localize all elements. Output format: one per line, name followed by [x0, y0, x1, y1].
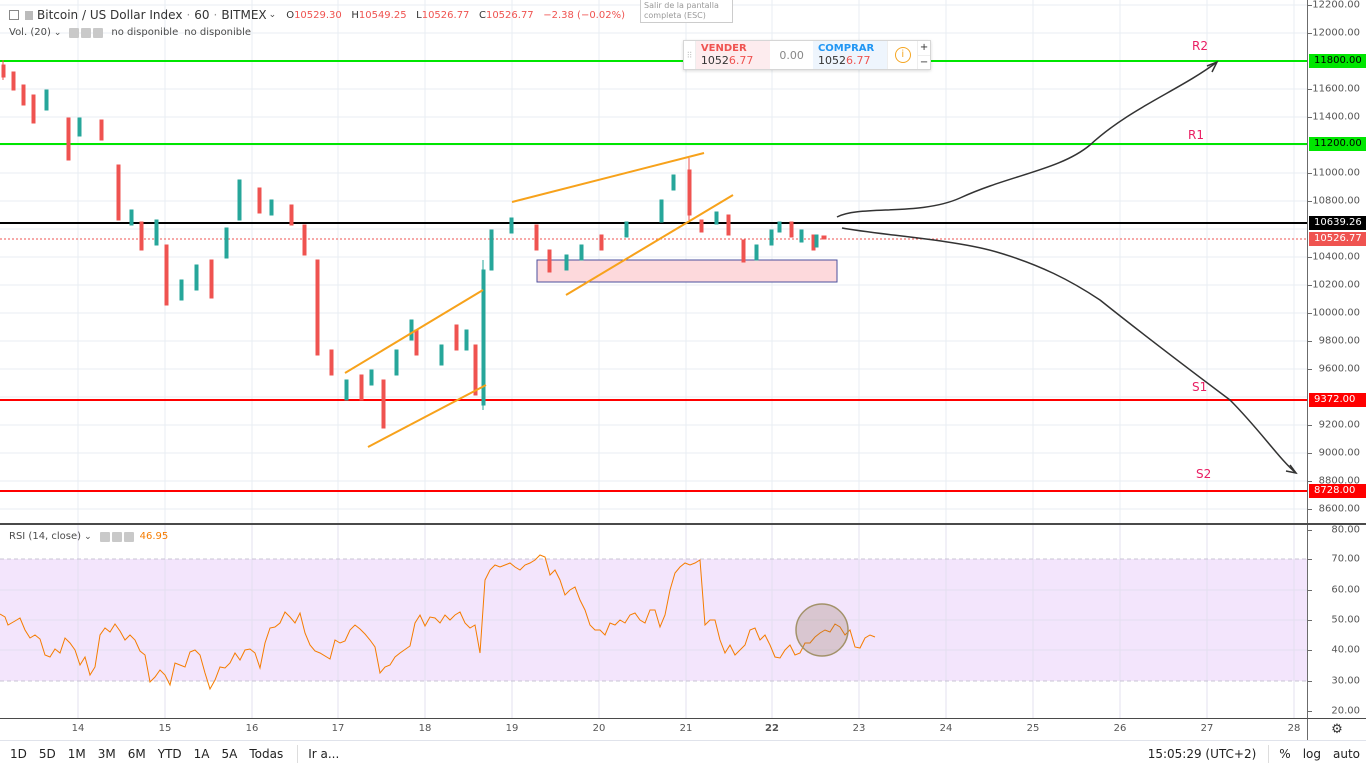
- auto-toggle[interactable]: auto: [1332, 747, 1360, 761]
- range-1d[interactable]: 1D: [10, 747, 27, 761]
- quantity-minus-button[interactable]: −: [919, 56, 929, 68]
- range-3m[interactable]: 3M: [97, 747, 116, 761]
- symbol-legend: Bitcoin / US Dollar Index · 60 · BITMEX …: [9, 8, 625, 22]
- symbol-name[interactable]: Bitcoin / US Dollar Index: [37, 8, 183, 22]
- pivot-price-tag: 10639.26: [1309, 216, 1366, 230]
- settings-icon[interactable]: [81, 27, 92, 38]
- chart-settings-button[interactable]: ⚙: [1307, 718, 1366, 740]
- exchange[interactable]: BITMEX: [221, 8, 267, 22]
- chevron-down-icon[interactable]: ⌄: [84, 531, 92, 542]
- rsi-label[interactable]: RSI (14, close): [9, 531, 82, 542]
- interval[interactable]: 60: [194, 8, 210, 22]
- price-chart-canvas[interactable]: [0, 0, 1307, 523]
- settings-icon[interactable]: [111, 531, 122, 542]
- drag-handle-icon[interactable]: ⠿: [684, 41, 696, 69]
- volume-label[interactable]: Vol. (20): [9, 27, 51, 38]
- clock[interactable]: 15:05:29 (UTC+2): [1147, 747, 1257, 761]
- volume-legend: Vol. (20) ⌄ no disponible no disponible: [9, 27, 252, 38]
- chevron-down-icon[interactable]: ⌄: [268, 10, 277, 20]
- range-1m[interactable]: 1M: [67, 747, 86, 761]
- range-ytd[interactable]: YTD: [157, 747, 182, 761]
- buy-button[interactable]: COMPRAR 10526.77: [812, 41, 888, 69]
- rsi-pane[interactable]: RSI (14, close) ⌄ 46.95: [0, 525, 1307, 718]
- range-all[interactable]: Todas: [249, 747, 284, 761]
- info-icon[interactable]: i: [887, 41, 917, 69]
- sell-button[interactable]: VENDER 10526.77: [695, 41, 771, 69]
- s2-label: S2: [1196, 467, 1212, 481]
- percent-toggle[interactable]: %: [1279, 747, 1291, 761]
- close-icon[interactable]: [123, 531, 134, 542]
- r2-label: R2: [1192, 39, 1208, 53]
- range-5a[interactable]: 5A: [221, 747, 238, 761]
- eye-icon[interactable]: [99, 531, 110, 542]
- support-zone: [536, 259, 838, 283]
- rsi-axis[interactable]: 80.00 70.00 60.00 50.00 40.00 30.00 20.0…: [1307, 525, 1366, 718]
- rsi-value: 46.95: [139, 531, 169, 542]
- highlight-ellipse: [795, 603, 849, 657]
- trade-widget: ⠿ VENDER 10526.77 0.00 COMPRAR 10526.77 …: [683, 40, 931, 70]
- s1-price-tag: 9372.00: [1309, 393, 1366, 407]
- rsi-legend: RSI (14, close) ⌄ 46.95: [9, 531, 168, 542]
- chevron-down-icon[interactable]: ⌄: [53, 27, 62, 38]
- ohlc-values: O10529.30 H10549.25 L10526.77 C10526.77 …: [286, 9, 625, 21]
- projection-arrows: [836, 60, 1298, 475]
- pane-separator[interactable]: [0, 523, 1366, 525]
- collapse-icon[interactable]: [9, 10, 19, 20]
- r1-price-tag: 11200.00: [1309, 137, 1366, 151]
- time-axis[interactable]: 14 15 16 17 18 19 20 21 22 23 24 25 26 2…: [0, 718, 1307, 740]
- close-icon[interactable]: [93, 27, 104, 38]
- bottom-toolbar: 1D 5D 1M 3M 6M YTD 1A 5A Todas Ir a... 1…: [0, 740, 1366, 767]
- r2-price-tag: 11800.00: [1309, 54, 1366, 68]
- symbol-flag-icon: [25, 10, 33, 20]
- range-1a[interactable]: 1A: [193, 747, 210, 761]
- r1-label: R1: [1188, 128, 1204, 142]
- spread-value: 0.00: [779, 48, 804, 62]
- price-axis[interactable]: 12200.00 12000.00 11600.00 11400.00 1100…: [1307, 0, 1366, 523]
- s2-price-tag: 8728.00: [1309, 484, 1366, 498]
- quantity-plus-button[interactable]: +: [918, 41, 931, 56]
- rsi-chart-canvas[interactable]: [0, 525, 1307, 718]
- log-toggle[interactable]: log: [1302, 747, 1321, 761]
- eye-icon[interactable]: [69, 27, 80, 38]
- goto-button[interactable]: Ir a...: [308, 747, 340, 761]
- gear-icon[interactable]: ⚙: [1331, 722, 1343, 737]
- range-5d[interactable]: 5D: [38, 747, 56, 761]
- range-6m[interactable]: 6M: [127, 747, 146, 761]
- last-price-tag: 10526.77: [1309, 232, 1366, 246]
- fullscreen-tooltip: Salir de la pantalla completa (ESC): [640, 0, 733, 23]
- s1-label: S1: [1192, 380, 1208, 394]
- price-pane[interactable]: R2 R1 S1 S2 Bitcoin / US Dollar Index · …: [0, 0, 1307, 523]
